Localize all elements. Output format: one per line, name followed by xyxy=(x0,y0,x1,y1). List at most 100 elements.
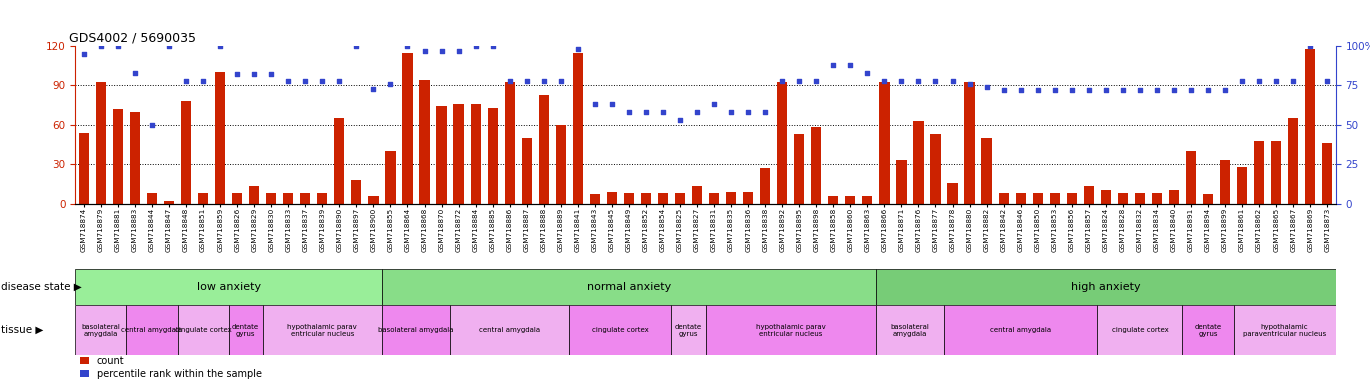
Point xyxy=(634,109,656,115)
Bar xyxy=(896,160,907,204)
Bar xyxy=(641,193,651,204)
Point xyxy=(1145,87,1167,93)
Bar xyxy=(795,134,804,204)
Text: low anxiety: low anxiety xyxy=(196,282,260,292)
Bar xyxy=(1033,193,1043,204)
Text: central amygdala: central amygdala xyxy=(479,327,540,333)
Point xyxy=(856,70,878,76)
Bar xyxy=(300,193,311,204)
Point xyxy=(1078,87,1100,93)
Point xyxy=(260,71,282,78)
Bar xyxy=(112,109,123,204)
Point xyxy=(703,101,725,108)
Point xyxy=(840,62,862,68)
Point xyxy=(482,43,504,49)
Point xyxy=(515,78,537,84)
Text: high anxiety: high anxiety xyxy=(1071,282,1141,292)
Point xyxy=(993,87,1015,93)
Point xyxy=(414,48,436,54)
Text: cingulate cortex: cingulate cortex xyxy=(175,327,232,333)
Point xyxy=(533,78,555,84)
Bar xyxy=(1233,305,1336,355)
Bar xyxy=(382,305,451,355)
Bar xyxy=(470,104,481,204)
Point xyxy=(686,109,708,115)
Point xyxy=(584,101,606,108)
Text: cingulate cortex: cingulate cortex xyxy=(1111,327,1169,333)
Point xyxy=(90,43,112,49)
Bar xyxy=(199,193,208,204)
Bar xyxy=(1015,193,1026,204)
Point xyxy=(329,78,351,84)
Bar xyxy=(589,194,600,204)
Bar xyxy=(178,305,229,355)
Point xyxy=(226,71,248,78)
Bar xyxy=(130,112,140,204)
Bar xyxy=(1182,305,1233,355)
Point xyxy=(567,46,589,52)
Point xyxy=(430,48,452,54)
Bar xyxy=(334,118,344,204)
Text: basolateral
amygdala: basolateral amygdala xyxy=(81,324,121,337)
Point xyxy=(601,101,623,108)
Point xyxy=(1248,78,1270,84)
Point xyxy=(1214,87,1236,93)
Point xyxy=(1010,87,1032,93)
Bar xyxy=(1134,193,1145,204)
Bar xyxy=(862,196,873,204)
Point xyxy=(295,78,316,84)
Point xyxy=(1129,87,1151,93)
Point xyxy=(907,78,929,84)
Point xyxy=(1060,87,1082,93)
Point xyxy=(1095,87,1117,93)
Bar xyxy=(215,72,225,204)
Text: dentate
gyrus: dentate gyrus xyxy=(675,324,701,337)
Bar xyxy=(875,269,1336,305)
Point xyxy=(345,43,367,49)
Point xyxy=(771,78,793,84)
Bar xyxy=(126,305,178,355)
Point xyxy=(125,70,147,76)
Point xyxy=(890,78,912,84)
Point xyxy=(107,43,129,49)
Bar xyxy=(75,269,382,305)
Bar xyxy=(451,305,570,355)
Text: hypothalamic parav
entricular nucleus: hypothalamic parav entricular nucleus xyxy=(288,324,358,337)
Bar xyxy=(351,180,362,204)
Point xyxy=(1197,87,1219,93)
Point xyxy=(1044,87,1066,93)
Bar xyxy=(675,193,685,204)
Bar xyxy=(1097,305,1182,355)
Bar xyxy=(743,192,754,204)
Point xyxy=(192,78,214,84)
Point xyxy=(244,71,266,78)
Bar xyxy=(556,125,566,204)
Bar xyxy=(811,127,822,204)
Point xyxy=(464,43,486,49)
Bar xyxy=(1322,143,1333,204)
Point xyxy=(73,51,95,57)
Bar xyxy=(1186,151,1196,204)
Bar xyxy=(570,305,671,355)
Bar xyxy=(573,53,582,204)
Bar xyxy=(658,193,669,204)
Bar xyxy=(1254,141,1265,204)
Point xyxy=(652,109,674,115)
Bar xyxy=(78,133,89,204)
Bar xyxy=(760,168,770,204)
Point xyxy=(1180,87,1201,93)
Point xyxy=(1265,78,1286,84)
Point xyxy=(788,78,810,84)
Bar xyxy=(1237,167,1247,204)
Bar xyxy=(266,193,277,204)
Point xyxy=(822,62,844,68)
Bar xyxy=(999,193,1008,204)
Bar xyxy=(1219,160,1230,204)
Bar xyxy=(1067,193,1077,204)
Text: basolateral
amygdala: basolateral amygdala xyxy=(890,324,929,337)
Bar xyxy=(1118,193,1128,204)
Text: dentate
gyrus: dentate gyrus xyxy=(232,324,259,337)
Point xyxy=(874,78,896,84)
Bar xyxy=(981,138,992,204)
Point xyxy=(1026,87,1048,93)
